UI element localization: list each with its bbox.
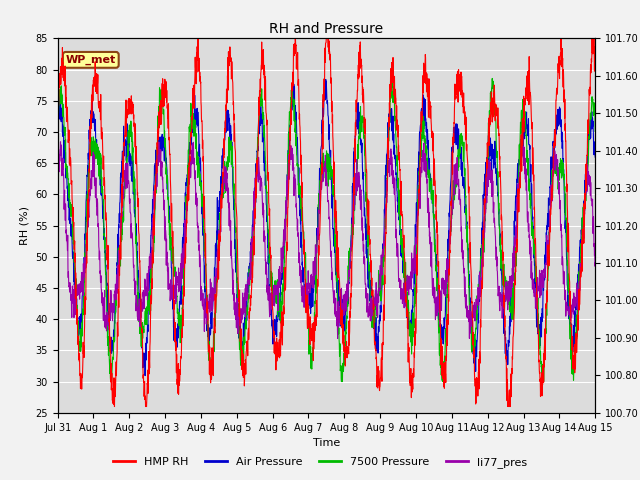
X-axis label: Time: Time [313, 438, 340, 448]
Title: RH and Pressure: RH and Pressure [269, 22, 383, 36]
Text: WP_met: WP_met [66, 55, 116, 65]
Legend: HMP RH, Air Pressure, 7500 Pressure, li77_pres: HMP RH, Air Pressure, 7500 Pressure, li7… [108, 452, 532, 472]
Y-axis label: RH (%): RH (%) [20, 206, 30, 245]
